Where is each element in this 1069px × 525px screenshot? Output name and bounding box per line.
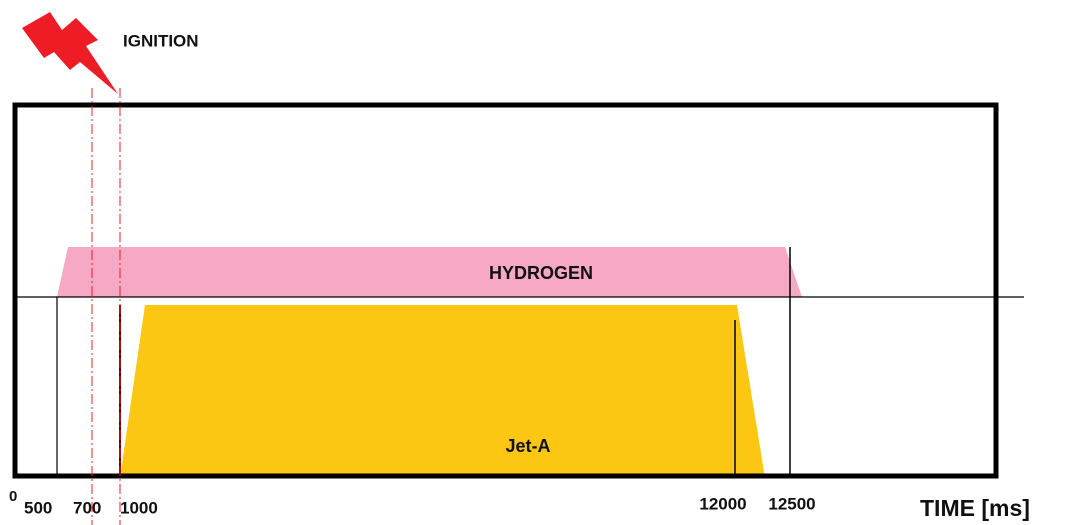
jet-a-band <box>120 305 765 478</box>
tick-label: 1000 <box>120 498 158 517</box>
hydrogen-band <box>57 247 802 297</box>
jet-a-label: Jet-A <box>505 436 550 456</box>
lightning-icon <box>22 12 118 94</box>
ignition-label: IGNITION <box>123 31 199 50</box>
tick-label: 12500 <box>768 494 815 513</box>
tick-label: 700 <box>73 498 101 517</box>
tick-label: 500 <box>24 498 52 517</box>
tick-label: 0 <box>9 488 17 505</box>
hydrogen-label: HYDROGEN <box>489 263 593 283</box>
frame <box>12 102 999 479</box>
axis-title: TIME [ms] <box>920 495 1030 521</box>
tick-label: 12000 <box>699 494 746 513</box>
